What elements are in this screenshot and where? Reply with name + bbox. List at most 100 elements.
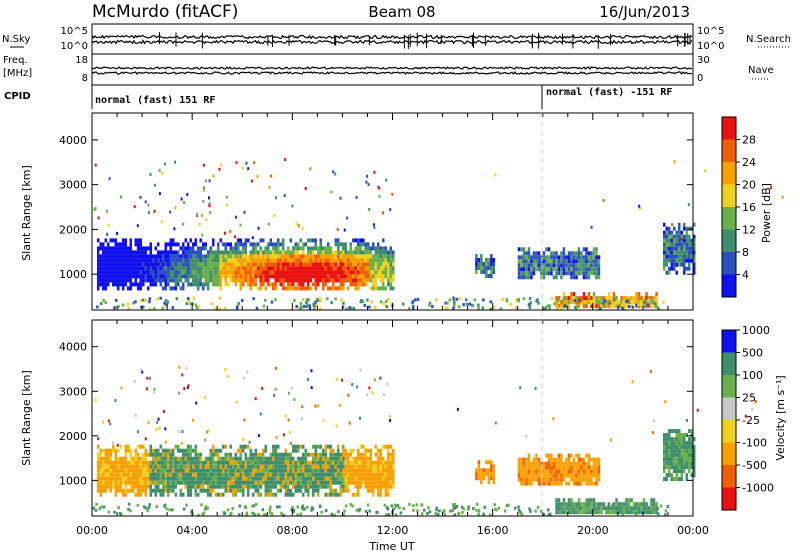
heatmap-cell [638,292,641,296]
heatmap-cell [132,282,135,286]
heatmap-cell [686,473,689,477]
heatmap-cell [185,258,188,262]
heatmap-cell [258,434,260,437]
heatmap-cell [180,274,183,278]
heatmap-cell [681,465,684,469]
heatmap-cell [207,461,210,465]
heatmap-cell [220,481,223,485]
heatmap-cell [630,506,633,510]
heatmap-cell [272,457,275,461]
heatmap-cell [297,262,300,266]
heatmap-cell [377,473,380,477]
x-axis-title: Time UT [368,540,414,553]
heatmap-cell [265,481,268,485]
heatmap-cell [583,247,586,251]
heatmap-cell [635,292,638,296]
heatmap-cell [267,465,270,469]
heatmap-cell [190,254,193,258]
heatmap-cell [490,262,493,266]
heatmap-cell [668,461,671,465]
heatmap-cell [431,305,434,308]
heatmap-cell [213,174,215,177]
heatmap-cell [612,504,615,507]
heatmap-cell [560,267,563,271]
heatmap-cell [177,461,180,465]
heatmap-cell [150,246,153,250]
heatmap-cell [305,274,308,278]
heatmap-cell [147,254,150,258]
heatmap-cell [175,469,178,473]
heatmap-cell [102,457,105,461]
heatmap-cell [195,402,197,405]
heatmap-cell [365,510,368,513]
heatmap-cell [663,239,666,243]
heatmap-cell [242,282,245,286]
heatmap-cell [117,473,120,477]
heatmap-cell [106,233,108,236]
heatmap-cell [385,270,388,274]
heatmap-cell [185,238,188,242]
heatmap-cell [100,493,103,497]
heatmap-cell [367,242,370,246]
heatmap-cell [227,254,230,258]
heatmap-cell [390,485,393,489]
heatmap-cell [245,266,248,270]
heatmap-cell [340,477,343,481]
heatmap-cell [555,470,558,474]
heatmap-cell [613,304,616,308]
heatmap-cell [105,250,108,254]
heatmap-cell [668,255,671,259]
heatmap-cell [530,466,533,470]
heatmap-cell [315,258,318,262]
heatmap-cell [217,242,220,246]
heatmap-cell [676,453,679,457]
heatmap-cell [185,278,188,282]
heatmap-cell [377,242,380,246]
heatmap-cell [563,259,566,263]
heatmap-cell [260,286,263,290]
heatmap-cell [145,274,148,278]
heatmap-cell [530,271,533,275]
heatmap-cell [157,449,160,453]
heatmap-cell [478,464,481,468]
heatmap-cell [340,481,343,485]
heatmap-cell [185,266,188,270]
heatmap-cell [488,262,491,266]
heatmap-cell [300,238,303,242]
heatmap-cell [380,481,383,485]
heatmap-cell [640,506,643,510]
heatmap-cell [267,242,270,246]
heatmap-cell [117,444,119,447]
heatmap-cell [671,239,674,243]
heatmap-cell [543,478,546,482]
velocity-ylabel: Slant Range [km] [20,370,33,466]
heatmap-cell [280,270,283,274]
heatmap-cell [230,473,233,477]
heatmap-cell [555,267,558,271]
heatmap-cell [578,247,581,251]
heatmap-cell [332,250,335,254]
heatmap-cell [207,493,210,497]
heatmap-cell [342,489,345,493]
heatmap-cell [347,274,350,278]
heatmap-cell [250,286,253,290]
heatmap-cell [155,262,158,266]
heatmap-cell [568,251,571,255]
heatmap-cell [220,254,223,258]
heatmap-cell [385,461,388,465]
heatmap-cell [427,506,430,509]
heatmap-cell [560,271,563,275]
heatmap-cell [518,271,521,275]
heatmap-cell [552,417,554,420]
heatmap-cell [325,481,328,485]
heatmap-cell [257,274,260,278]
heatmap-cell [325,270,328,274]
heatmap-cell [303,305,306,308]
heatmap-cell [663,457,666,461]
heatmap-cell [671,457,674,461]
heatmap-cell [245,278,248,282]
heatmap-cell [493,468,496,472]
heatmap-cell [285,477,288,481]
heatmap-cell [220,270,223,274]
heatmap-cell [300,445,303,449]
